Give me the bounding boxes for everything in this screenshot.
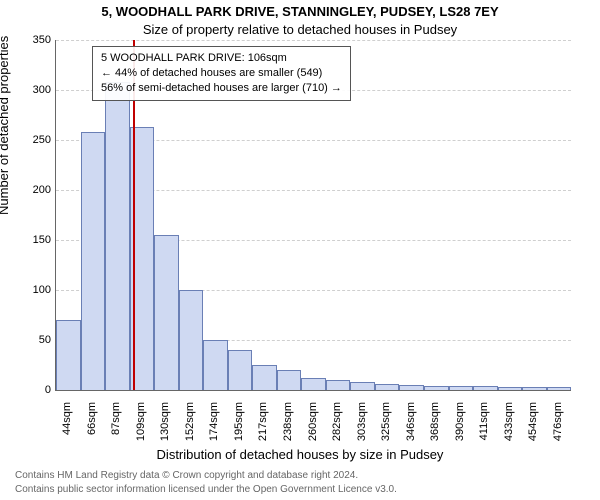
x-tick-label: 411sqm	[478, 402, 490, 462]
histogram-bar	[301, 378, 326, 390]
x-tick-label: 346sqm	[405, 402, 417, 462]
x-tick-label: 66sqm	[86, 402, 98, 462]
annotation-box: 5 WOODHALL PARK DRIVE: 106sqm ← 44% of d…	[92, 46, 351, 101]
y-tick-label: 0	[11, 384, 51, 396]
y-tick-label: 50	[11, 334, 51, 346]
annotation-line1: 5 WOODHALL PARK DRIVE: 106sqm	[101, 51, 342, 66]
histogram-bar	[326, 380, 351, 390]
x-tick-label: 454sqm	[527, 402, 539, 462]
y-tick-label: 200	[11, 184, 51, 196]
x-tick-label: 390sqm	[454, 402, 466, 462]
annotation-line2: ← 44% of detached houses are smaller (54…	[101, 66, 342, 81]
y-tick-label: 150	[11, 234, 51, 246]
x-tick-label: 130sqm	[159, 402, 171, 462]
x-tick-label: 109sqm	[135, 402, 147, 462]
histogram-bar	[424, 386, 449, 390]
footer-line1: Contains HM Land Registry data © Crown c…	[15, 469, 397, 483]
x-tick-label: 433sqm	[503, 402, 515, 462]
x-tick-label: 368sqm	[429, 402, 441, 462]
histogram-bar	[228, 350, 253, 390]
x-tick-label: 217sqm	[257, 402, 269, 462]
y-tick-label: 350	[11, 34, 51, 46]
x-tick-label: 325sqm	[380, 402, 392, 462]
histogram-bar	[547, 387, 572, 390]
x-tick-label: 44sqm	[61, 402, 73, 462]
x-tick-label: 260sqm	[307, 402, 319, 462]
histogram-bar	[498, 387, 523, 390]
x-tick-label: 174sqm	[208, 402, 220, 462]
histogram-bar	[252, 365, 277, 390]
histogram-bar	[105, 82, 130, 390]
histogram-bar	[277, 370, 302, 390]
x-tick-label: 476sqm	[552, 402, 564, 462]
histogram-bar	[56, 320, 81, 390]
histogram-bar	[81, 132, 106, 390]
annotation-line3: 56% of semi-detached houses are larger (…	[101, 81, 342, 96]
x-tick-label: 87sqm	[110, 402, 122, 462]
page-title: 5, WOODHALL PARK DRIVE, STANNINGLEY, PUD…	[0, 4, 600, 19]
x-tick-label: 303sqm	[356, 402, 368, 462]
histogram-bar	[375, 384, 400, 390]
x-tick-label: 152sqm	[184, 402, 196, 462]
histogram-bar	[203, 340, 228, 390]
histogram-bar	[154, 235, 179, 390]
y-tick-label: 300	[11, 84, 51, 96]
x-tick-label: 195sqm	[233, 402, 245, 462]
y-axis-label: Number of detached properties	[0, 36, 11, 215]
footer-line2: Contains public sector information licen…	[15, 483, 397, 497]
y-tick-label: 100	[11, 284, 51, 296]
histogram-bar	[522, 387, 547, 390]
y-tick-label: 250	[11, 134, 51, 146]
x-tick-label: 282sqm	[331, 402, 343, 462]
histogram-bar	[350, 382, 375, 390]
histogram-bar	[449, 386, 474, 390]
histogram-bar	[473, 386, 498, 390]
histogram-bar	[399, 385, 424, 390]
histogram-bar	[179, 290, 204, 390]
page-subtitle: Size of property relative to detached ho…	[0, 22, 600, 37]
footer: Contains HM Land Registry data © Crown c…	[15, 469, 397, 496]
x-tick-label: 238sqm	[282, 402, 294, 462]
